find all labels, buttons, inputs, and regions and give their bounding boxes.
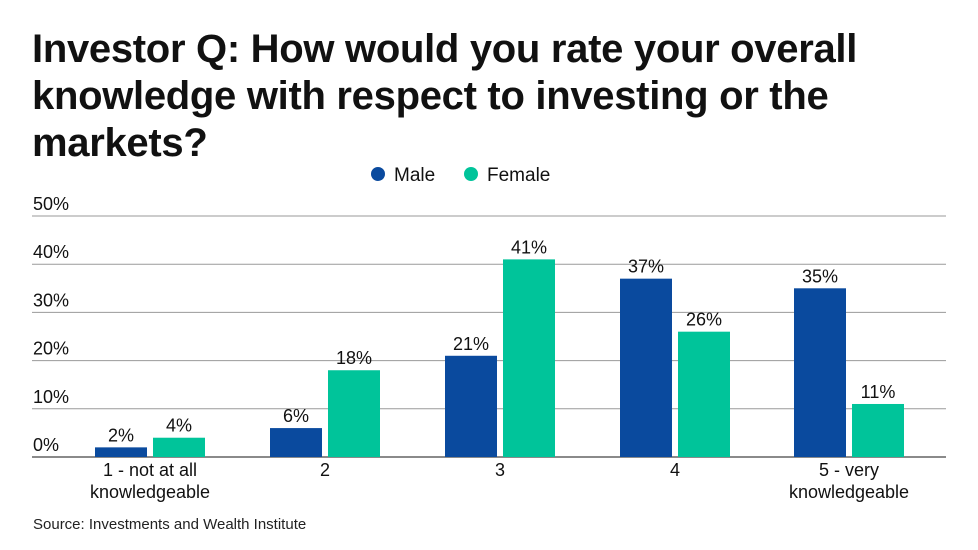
bar-male (620, 278, 672, 457)
data-label: 4% (166, 416, 192, 436)
legend-marker-male (371, 167, 385, 181)
category-label: 4 (670, 460, 680, 480)
source-note: Source: Investments and Wealth Institute (33, 516, 307, 533)
category-label: 3 (495, 460, 505, 480)
bar-male (95, 447, 147, 457)
y-tick-label: 10% (33, 387, 69, 407)
data-label: 26% (686, 310, 722, 330)
category-label: 1 - not at all (103, 460, 197, 480)
bar-female (678, 331, 730, 457)
data-label: 37% (628, 257, 664, 277)
bar-female (328, 370, 380, 457)
data-label: 2% (108, 425, 134, 445)
y-tick-label: 30% (33, 290, 69, 310)
category-label: 2 (320, 460, 330, 480)
legend-marker-female (464, 167, 478, 181)
bar-female (503, 259, 555, 457)
data-label: 6% (283, 406, 309, 426)
category-label: knowledgeable (90, 482, 210, 502)
data-label: 18% (336, 348, 372, 368)
bar-male (270, 428, 322, 457)
data-label: 11% (861, 382, 896, 402)
category-label: 5 - very (819, 460, 879, 480)
y-tick-label: 50% (33, 194, 69, 214)
y-tick-label: 40% (33, 242, 69, 262)
category-label: knowledgeable (789, 482, 909, 502)
bar-female (153, 437, 205, 457)
y-tick-label: 0% (33, 435, 59, 455)
y-tick-label: 20% (33, 339, 69, 359)
bar-male (794, 288, 846, 457)
chart-title: Investor Q: How would you rate your over… (32, 27, 858, 165)
data-label: 41% (511, 237, 547, 257)
data-label: 21% (453, 334, 489, 354)
bar-male (445, 355, 497, 457)
legend-label: Female (487, 165, 550, 186)
legend-label: Male (394, 165, 435, 186)
data-label: 35% (802, 266, 838, 286)
bar-female (852, 403, 904, 457)
